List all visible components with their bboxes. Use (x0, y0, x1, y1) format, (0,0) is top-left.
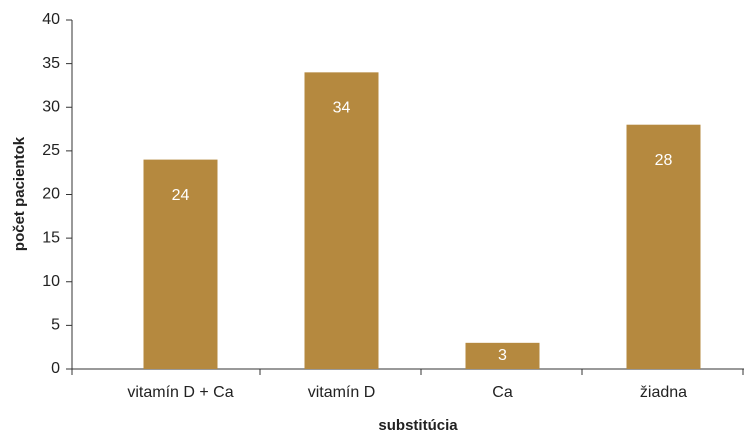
value-label: 34 (333, 100, 351, 117)
x-tick-label: Ca (492, 384, 513, 401)
y-tick-label: 15 (42, 229, 60, 246)
bar (465, 342, 540, 369)
y-tick-label: 20 (42, 186, 60, 203)
x-axis-label: substitúcia (378, 417, 458, 434)
y-tick-label: 5 (51, 317, 60, 334)
bar (626, 124, 701, 369)
bar (143, 159, 218, 369)
value-label: 3 (498, 347, 507, 364)
y-tick-label: 35 (42, 55, 60, 72)
bar (304, 72, 379, 369)
x-tick-label: žiadna (640, 384, 687, 401)
y-tick-label: 10 (42, 273, 60, 290)
y-tick-label: 0 (51, 360, 60, 377)
x-tick-label: vitamín D (308, 384, 376, 401)
y-tick-label: 40 (42, 11, 60, 28)
y-axis-label: počet pacientok (11, 136, 28, 251)
value-label: 24 (172, 187, 190, 204)
y-tick-label: 25 (42, 142, 60, 159)
value-label: 28 (655, 152, 673, 169)
x-tick-label: vitamín D + Ca (127, 384, 233, 401)
y-tick-label: 30 (42, 98, 60, 115)
